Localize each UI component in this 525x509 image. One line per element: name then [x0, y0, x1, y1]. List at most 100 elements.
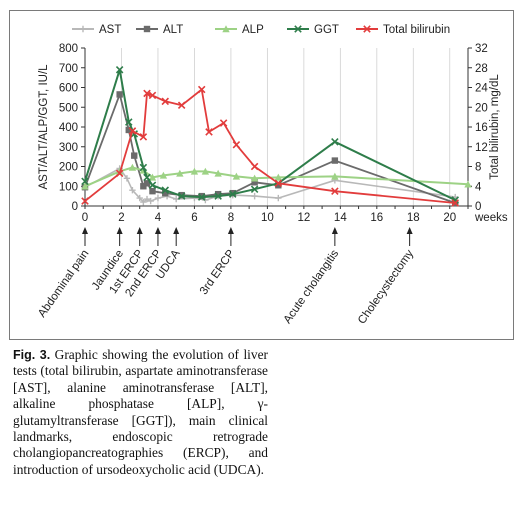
series-total-bilirubin — [81, 85, 459, 207]
data-point — [197, 193, 206, 201]
y-right-tick-label: 16 — [475, 122, 488, 134]
data-point — [159, 171, 168, 179]
landmark: Acute cholangitis — [282, 227, 342, 326]
series-ggt — [81, 65, 459, 204]
data-point — [136, 194, 143, 202]
data-point — [232, 141, 241, 149]
legend-item: GGT — [287, 24, 339, 36]
data-point — [123, 175, 131, 182]
figure-caption: Fig. 3. Graphic showing the evolution of… — [13, 347, 268, 478]
data-point — [116, 91, 123, 98]
x-tick-label: 18 — [407, 212, 420, 224]
data-point — [228, 190, 237, 198]
data-point — [197, 85, 206, 94]
data-point — [125, 126, 132, 134]
legend-marker — [222, 25, 230, 33]
legend-marker — [294, 25, 302, 33]
data-point — [154, 194, 162, 202]
landmark-label: Cholecystectomy — [356, 248, 416, 327]
landmark-label: Abdominal pain — [36, 248, 91, 320]
legend-label: Total bilirubin — [383, 24, 450, 36]
x-tick-label: 4 — [155, 212, 162, 224]
data-point — [162, 189, 169, 197]
legend-label: AST — [99, 24, 121, 36]
data-point — [275, 182, 282, 189]
series-line — [84, 88, 456, 204]
data-point — [214, 192, 222, 200]
data-point — [143, 195, 151, 203]
data-point — [251, 192, 258, 200]
axes: 0100200300400500600700800048121620242832… — [59, 43, 489, 224]
legend-label: ALP — [242, 24, 264, 36]
y-right-tick-label: 12 — [475, 142, 488, 154]
y-left-tick-label: 700 — [59, 63, 78, 75]
data-point — [125, 118, 133, 126]
data-point — [131, 152, 138, 159]
legend-marker — [79, 25, 87, 33]
data-point — [148, 181, 157, 190]
x-tick-label: 16 — [370, 212, 383, 224]
legend-label: ALT — [163, 24, 183, 36]
y-right-tick-label: 24 — [475, 83, 488, 95]
x-tick-label: 10 — [261, 212, 274, 224]
y-left-tick-label: 600 — [59, 83, 78, 95]
data-point — [148, 91, 157, 100]
landmark-arrow-head — [82, 227, 88, 234]
x-tick-label: 0 — [82, 212, 88, 224]
data-point — [214, 190, 222, 198]
figure-frame — [9, 10, 514, 340]
data-point — [139, 163, 148, 172]
data-point — [331, 138, 339, 146]
landmark-arrow-head — [136, 227, 143, 234]
landmark: 3rd ERCP — [198, 227, 238, 297]
data-point — [149, 187, 156, 195]
landmark-arrow-head — [173, 227, 180, 234]
caption-label: Fig. 3. — [13, 348, 51, 362]
y-left-tick-label: 100 — [59, 181, 78, 193]
data-point — [129, 187, 136, 194]
y-axis-label-right: Total bilirubin, mg/dL — [489, 74, 501, 180]
data-point — [464, 180, 472, 188]
y-right-tick-label: 0 — [475, 201, 481, 213]
y-right-tick-label: 20 — [475, 102, 488, 114]
y-left-tick-label: 0 — [72, 201, 78, 213]
data-point — [140, 183, 147, 190]
data-point — [115, 169, 124, 178]
legend-marker — [363, 25, 371, 33]
data-point — [201, 167, 210, 175]
data-point — [161, 97, 170, 106]
caption-text: Graphic showing the evolution of liver t… — [13, 347, 268, 477]
data-point — [143, 180, 151, 187]
data-point — [275, 194, 282, 202]
x-tick-label: 20 — [443, 212, 456, 224]
data-point — [176, 169, 184, 177]
series-line — [84, 68, 456, 201]
landmark-arrow-head — [406, 227, 413, 234]
y-axis-label-left: AST/ALT/ALP/GGT, IU/L — [38, 64, 50, 190]
legend-item: ALP — [215, 24, 264, 36]
landmark-arrow-head — [227, 227, 234, 234]
data-point — [451, 199, 459, 207]
landmark-arrow-head — [116, 227, 123, 234]
x-tick-label: 6 — [191, 212, 197, 224]
y-left-tick-label: 400 — [59, 122, 78, 134]
x-tick-label: 12 — [297, 212, 310, 224]
legend-item: Total bilirubin — [356, 24, 450, 36]
data-point — [143, 89, 151, 98]
y-left-tick-label: 200 — [59, 162, 78, 174]
landmark-label: Acute cholangitis — [282, 248, 342, 326]
data-point — [250, 162, 259, 171]
y-right-tick-label: 32 — [475, 43, 488, 55]
y-left-tick-label: 800 — [59, 43, 78, 55]
data-point — [139, 133, 148, 141]
data-point — [202, 196, 209, 204]
data-point — [232, 172, 241, 180]
data-point — [81, 197, 89, 205]
data-point — [128, 127, 137, 135]
x-tick-label: 14 — [334, 212, 347, 224]
landmark-arrow-head — [154, 227, 161, 234]
x-axis-label: weeks — [474, 212, 508, 224]
data-point — [331, 187, 339, 195]
legend: AST ALT ALP GGT Total bilirubin — [72, 24, 450, 36]
data-point — [161, 186, 170, 194]
